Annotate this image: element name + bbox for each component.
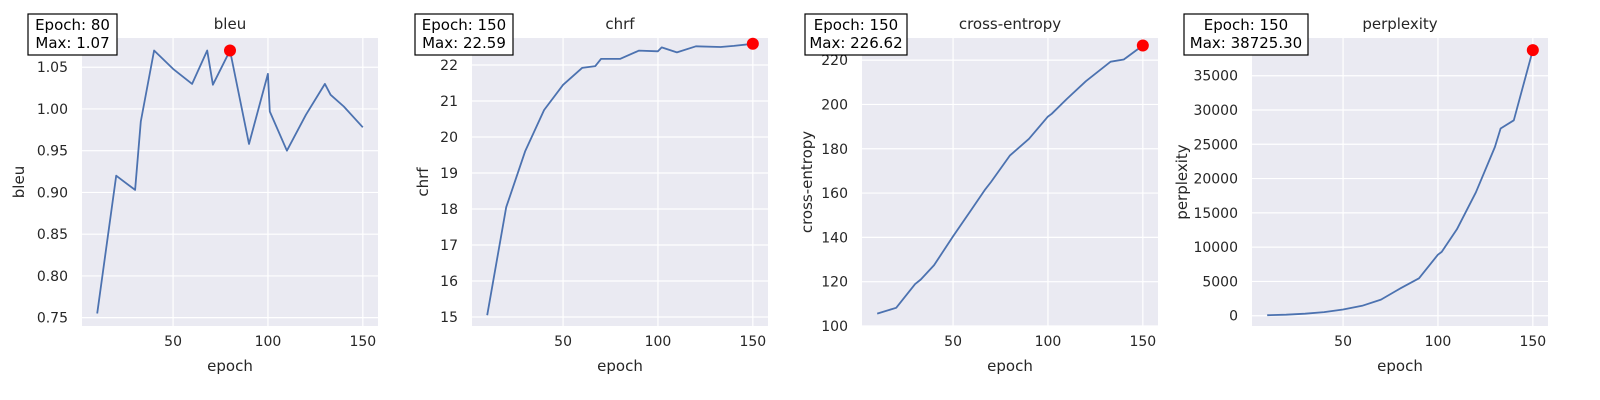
x-tick-label: 50 [944,334,962,350]
x-axis-label: epoch [207,357,253,375]
y-tick-label: 17 [440,238,458,254]
y-tick-label: 19 [440,166,458,182]
y-tick-label: 1.05 [37,60,68,76]
x-tick-label: 100 [1425,334,1452,350]
y-tick-label: 0.80 [37,269,68,285]
y-tick-label: 20000 [1193,172,1238,188]
y-tick-label: 0.85 [37,227,68,243]
annotation-max: Max: 38725.30 [1190,34,1302,52]
annotation-max: Max: 1.07 [35,34,109,52]
annotation-max: Max: 226.62 [809,34,902,52]
y-tick-label: 5000 [1202,274,1238,290]
y-tick-label: 0.95 [37,144,68,160]
y-tick-label: 180 [821,142,848,158]
y-tick-label: 1.00 [37,102,68,118]
y-tick-label: 200 [821,97,848,113]
plot-area [1252,38,1548,326]
y-axis-label: perplexity [1173,144,1191,219]
y-tick-label: 10000 [1193,240,1238,256]
annotation-epoch: Epoch: 150 [814,16,898,34]
chart-title: cross-entropy [959,15,1061,33]
y-tick-label: 20 [440,130,458,146]
y-axis-label: chrf [414,167,432,197]
x-tick-label: 50 [164,334,182,350]
max-annotation-box [414,13,514,56]
chart-panel-perplexity: 50 100 150 0 5000 10000 15000 20000 25000 30000 35… [1173,13,1548,375]
annotation-epoch: Epoch: 150 [422,16,506,34]
max-point-marker [1526,44,1539,57]
x-tick-label: 50 [554,334,572,350]
y-tick-label: 30000 [1193,103,1238,119]
chart-panel-cross-entropy: 50 100 150 100 120 140 160 180 200 220 cross-entro… [798,13,1158,375]
x-tick-label: 100 [645,334,672,350]
plot-area [472,38,768,326]
x-axis-label: epoch [597,357,643,375]
x-tick-label: 50 [1334,334,1352,350]
y-axis-label: cross-entropy [798,131,816,233]
series-line-cross-entropy [876,44,1144,315]
max-point-marker [224,44,236,57]
max-annotation-box [804,13,908,56]
x-tick-label: 150 [1129,334,1156,350]
y-tick-label: 22 [440,58,458,74]
chart-title: perplexity [1362,15,1437,33]
x-tick-label: 150 [349,334,376,350]
x-tick-label: 100 [255,334,282,350]
y-tick-label: 35000 [1193,69,1238,85]
chart-title: chrf [605,15,635,33]
y-axis-label: bleu [10,166,28,198]
x-axis-label: epoch [987,357,1033,375]
x-axis-label: epoch [1377,357,1423,375]
y-tick-label: 0.75 [37,311,68,327]
y-tick-label: 140 [821,230,848,246]
y-tick-label: 100 [821,319,848,335]
y-tick-label: 120 [821,275,848,291]
max-point-marker [746,37,759,50]
plot-area [862,38,1158,326]
y-tick-label: 15000 [1193,206,1238,222]
series-line-perplexity [1267,49,1534,317]
y-tick-label: 0.90 [37,185,68,201]
y-tick-label: 160 [821,186,848,202]
y-tick-label: 15 [440,310,458,326]
y-tick-label: 25000 [1193,137,1238,153]
x-tick-label: 150 [1519,334,1546,350]
x-tick-label: 100 [1035,334,1062,350]
annotation-max: Max: 22.59 [422,34,506,52]
y-tick-label: 16 [440,274,458,290]
x-tick-label: 150 [739,334,766,350]
annotation-epoch: Epoch: 80 [35,16,110,34]
chart-title: bleu [214,15,246,33]
y-tick-label: 220 [821,53,848,69]
y-tick-label: 21 [440,94,458,110]
plot-area [82,38,378,326]
annotation-epoch: Epoch: 150 [1204,16,1288,34]
y-tick-label: 18 [440,202,458,218]
max-point-marker [1136,39,1149,52]
chart-panel-chrf: 50 100 150 15 16 17 18 19 20 21 22 chrf epoch chrf Epo… [414,13,768,375]
max-annotation-box [27,13,118,56]
chart-panel-bleu: 50 100 150 0.75 0.80 0.85 0.90 0.95 1.00 1.05 bleu… [10,13,378,375]
max-annotation-box [1183,13,1309,56]
series-line-chrf [486,42,753,316]
y-tick-label: 0 [1229,309,1238,325]
